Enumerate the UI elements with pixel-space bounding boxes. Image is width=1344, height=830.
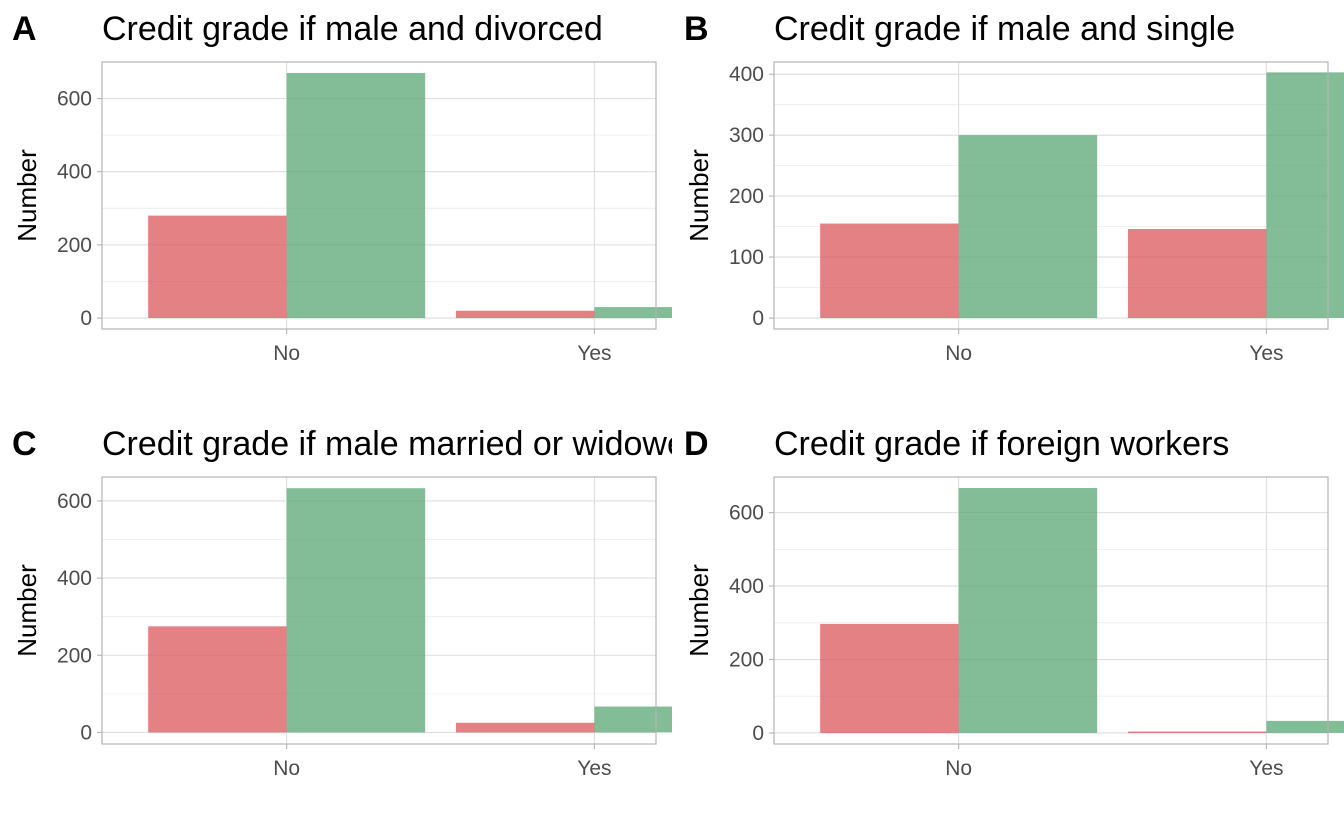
bar-no-series-2 xyxy=(958,488,1098,733)
y-axis-title: Number xyxy=(12,564,42,657)
panel-a: 0 200 400 600 No Yes Number A Credit grade if ma… xyxy=(0,0,672,415)
bar-no-series-1 xyxy=(148,626,287,733)
bar-no-series-2 xyxy=(286,72,426,319)
y-tick-label: 0 xyxy=(752,307,764,330)
bar-no-series-2 xyxy=(958,135,1098,319)
panel-title: Credit grade if foreign workers xyxy=(774,425,1229,463)
bar-no-series-1 xyxy=(820,223,959,319)
x-tick-label: Yes xyxy=(1249,757,1283,780)
y-tick-label: 400 xyxy=(57,567,92,590)
panel-title: Credit grade if male married or widowed xyxy=(102,425,672,463)
x-tick-label: Yes xyxy=(577,757,611,780)
x-tick-label: Yes xyxy=(577,342,611,365)
panel-b: 0 100 200 300 400 No Yes Number B Credit grade if… xyxy=(672,0,1344,415)
chart-svg: 0 200 400 600 No Yes Number C Credit grade if ma… xyxy=(12,425,672,780)
y-tick-label: 600 xyxy=(57,490,92,513)
y-axis-title: Number xyxy=(684,564,714,657)
bar-yes-series-1 xyxy=(455,310,595,319)
bar-yes-series-2 xyxy=(594,706,672,733)
plot-border xyxy=(101,476,657,745)
y-tick-label: 400 xyxy=(57,161,92,184)
chart-svg: 0 200 400 600 No Yes Number D Credit grade if fo… xyxy=(684,425,1344,780)
y-tick-label: 100 xyxy=(729,246,764,269)
y-tick-label: 200 xyxy=(729,185,764,208)
y-tick-label: 0 xyxy=(80,721,92,744)
bar-yes-series-2 xyxy=(1266,720,1344,733)
x-tick-label: Yes xyxy=(1249,342,1283,365)
y-tick-label: 0 xyxy=(80,307,92,330)
chart-svg: 0 100 200 300 400 No Yes Number B Credit grade if… xyxy=(684,10,1344,365)
panel-title: Credit grade if male and divorced xyxy=(102,10,603,48)
bar-yes-series-1 xyxy=(1127,229,1267,319)
bar-no-series-1 xyxy=(148,215,287,319)
y-tick-label: 600 xyxy=(57,88,92,111)
plot-border xyxy=(101,61,657,330)
bar-yes-series-2 xyxy=(594,307,672,319)
panel-letter: B xyxy=(684,10,709,48)
panel-d: 0 200 400 600 No Yes Number D Credit grade if fo… xyxy=(672,415,1344,830)
y-tick-label: 0 xyxy=(752,722,764,745)
y-tick-label: 400 xyxy=(729,63,764,86)
y-tick-label: 300 xyxy=(729,124,764,147)
bar-yes-series-2 xyxy=(1266,72,1344,319)
y-tick-label: 200 xyxy=(57,234,92,257)
y-tick-label: 600 xyxy=(729,502,764,525)
plot-border xyxy=(773,476,1329,745)
x-tick-label: No xyxy=(945,342,972,365)
bar-yes-series-1 xyxy=(1127,731,1267,733)
y-tick-label: 200 xyxy=(729,649,764,672)
bar-no-series-2 xyxy=(286,488,426,733)
panel-letter: C xyxy=(12,425,37,463)
y-axis-title: Number xyxy=(684,149,714,242)
panel-letter: D xyxy=(684,425,709,463)
panel-letter: A xyxy=(12,10,37,48)
panel-c: 0 200 400 600 No Yes Number C Credit grade if ma… xyxy=(0,415,672,830)
x-tick-label: No xyxy=(273,757,300,780)
x-tick-label: No xyxy=(945,757,972,780)
panel-title: Credit grade if male and single xyxy=(774,10,1235,48)
y-tick-label: 200 xyxy=(57,644,92,667)
x-tick-label: No xyxy=(273,342,300,365)
bar-no-series-1 xyxy=(820,623,959,733)
y-tick-label: 400 xyxy=(729,575,764,598)
y-axis-title: Number xyxy=(12,149,42,242)
chart-svg: 0 200 400 600 No Yes Number A Credit grade if ma… xyxy=(12,10,672,365)
bar-yes-series-1 xyxy=(455,722,595,733)
plot-border xyxy=(773,61,1329,330)
